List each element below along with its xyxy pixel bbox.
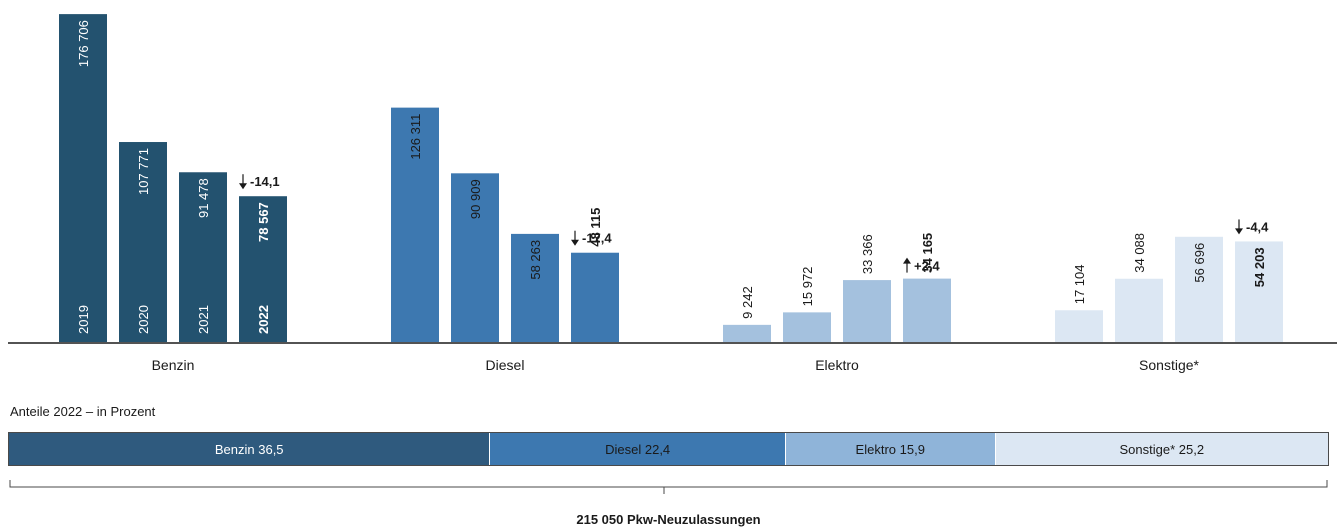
- group-label-benzin: Benzin: [152, 357, 195, 373]
- group-label-elektro: Elektro: [815, 357, 859, 373]
- value-label: 126 311: [408, 114, 423, 160]
- bar-benzin-2: [179, 172, 227, 342]
- value-label: 9 242: [740, 286, 755, 319]
- share-segment: Diesel 22,4: [490, 433, 786, 465]
- value-label: 34 088: [1132, 233, 1147, 273]
- year-label: 2020: [136, 305, 151, 334]
- arrow-down-icon: [571, 239, 579, 246]
- arrow-up-icon: [903, 257, 911, 264]
- bar-elektro-1: [783, 312, 831, 342]
- change-label: +2,4: [914, 259, 940, 274]
- year-label: 2019: [76, 305, 91, 334]
- value-label: 15 972: [800, 267, 815, 307]
- bar-elektro-0: [723, 324, 771, 342]
- bar-chart: 176 706 2019 107 771 2020 91 478 2021 78 567 20…: [8, 14, 1337, 373]
- bar-diesel-0: [391, 107, 439, 342]
- total-brace: [9, 480, 1328, 494]
- share-title: Anteile 2022 – in Prozent: [10, 404, 156, 419]
- bar-benzin-0: [59, 14, 107, 342]
- value-label: 107 771: [136, 148, 151, 195]
- bar-sonstige-1: [1115, 278, 1163, 342]
- bars-layer: 176 706 2019 107 771 2020 91 478 2021 78 567 20…: [59, 14, 1283, 342]
- group-label-diesel: Diesel: [486, 357, 525, 373]
- value-label: 34 165: [920, 233, 935, 273]
- value-label: 91 478: [196, 178, 211, 218]
- value-label: 33 366: [860, 234, 875, 274]
- change-label: -4,4: [1246, 219, 1269, 234]
- share-stacked-bar: Benzin 36,5 Diesel 22,4 Elektro 15,9 Sonsti…: [8, 432, 1329, 466]
- value-label: 54 203: [1252, 247, 1267, 287]
- total-registrations-label: 215 050 Pkw-Neuzulassungen: [576, 512, 761, 527]
- arrow-down-icon: [239, 183, 247, 190]
- share-segment: Benzin 36,5: [9, 433, 491, 465]
- year-label: 2022: [256, 305, 271, 334]
- share-segment: Sonstige* 25,2: [995, 433, 1328, 465]
- year-label: 2021: [196, 305, 211, 334]
- bar-benzin-3: [239, 196, 287, 342]
- value-label: 90 909: [468, 179, 483, 219]
- bar-elektro-2: [843, 280, 891, 342]
- group-label-sonstige: Sonstige*: [1139, 357, 1199, 373]
- bar-sonstige-0: [1055, 310, 1103, 342]
- bar-benzin-1: [119, 142, 167, 342]
- change-label: -14,1: [250, 174, 280, 189]
- bar-diesel-1: [451, 173, 499, 342]
- arrow-down-icon: [1235, 228, 1243, 235]
- brace-path: [9, 480, 1328, 494]
- value-label: 56 696: [1192, 243, 1207, 283]
- bar-sonstige-2: [1175, 236, 1223, 342]
- value-label: 58 263: [528, 240, 543, 280]
- value-label: 78 567: [256, 202, 271, 242]
- bar-diesel-3: [571, 252, 619, 342]
- share-segment: Elektro 15,9: [785, 433, 996, 465]
- value-label: 17 104: [1072, 264, 1087, 304]
- value-label: 176 706: [76, 20, 91, 67]
- bar-elektro-3: [903, 278, 951, 342]
- change-label: -17,4: [582, 231, 612, 246]
- value-label: 48 115: [588, 208, 603, 247]
- bar-diesel-2: [511, 233, 559, 342]
- bar-sonstige-3: [1235, 241, 1283, 342]
